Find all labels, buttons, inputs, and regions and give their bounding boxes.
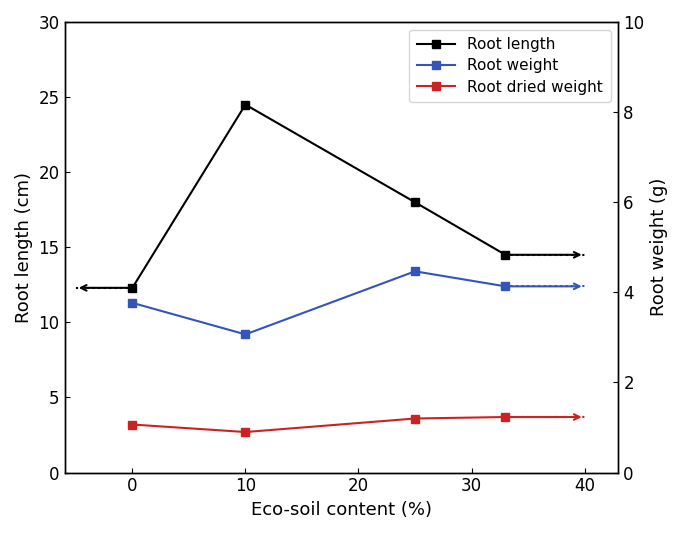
Line: Root length: Root length xyxy=(128,100,510,292)
Root length xyxy=(411,199,419,206)
Root dried weight xyxy=(411,415,419,422)
Root length xyxy=(128,285,137,291)
Line: Root dried weight: Root dried weight xyxy=(128,413,510,436)
Root dried weight xyxy=(501,414,510,420)
Root weight xyxy=(411,268,419,274)
Y-axis label: Root length (cm): Root length (cm) xyxy=(15,172,33,323)
Root weight xyxy=(241,331,249,337)
Root length xyxy=(501,252,510,258)
Root weight xyxy=(501,283,510,289)
Root weight xyxy=(128,300,137,306)
Root length xyxy=(241,101,249,108)
Y-axis label: Root weight (g): Root weight (g) xyxy=(650,178,668,317)
X-axis label: Eco-soil content (%): Eco-soil content (%) xyxy=(251,501,432,519)
Root dried weight xyxy=(128,421,137,428)
Root dried weight xyxy=(241,429,249,435)
Legend: Root length, Root weight, Root dried weight: Root length, Root weight, Root dried wei… xyxy=(409,30,611,102)
Line: Root weight: Root weight xyxy=(128,267,510,339)
